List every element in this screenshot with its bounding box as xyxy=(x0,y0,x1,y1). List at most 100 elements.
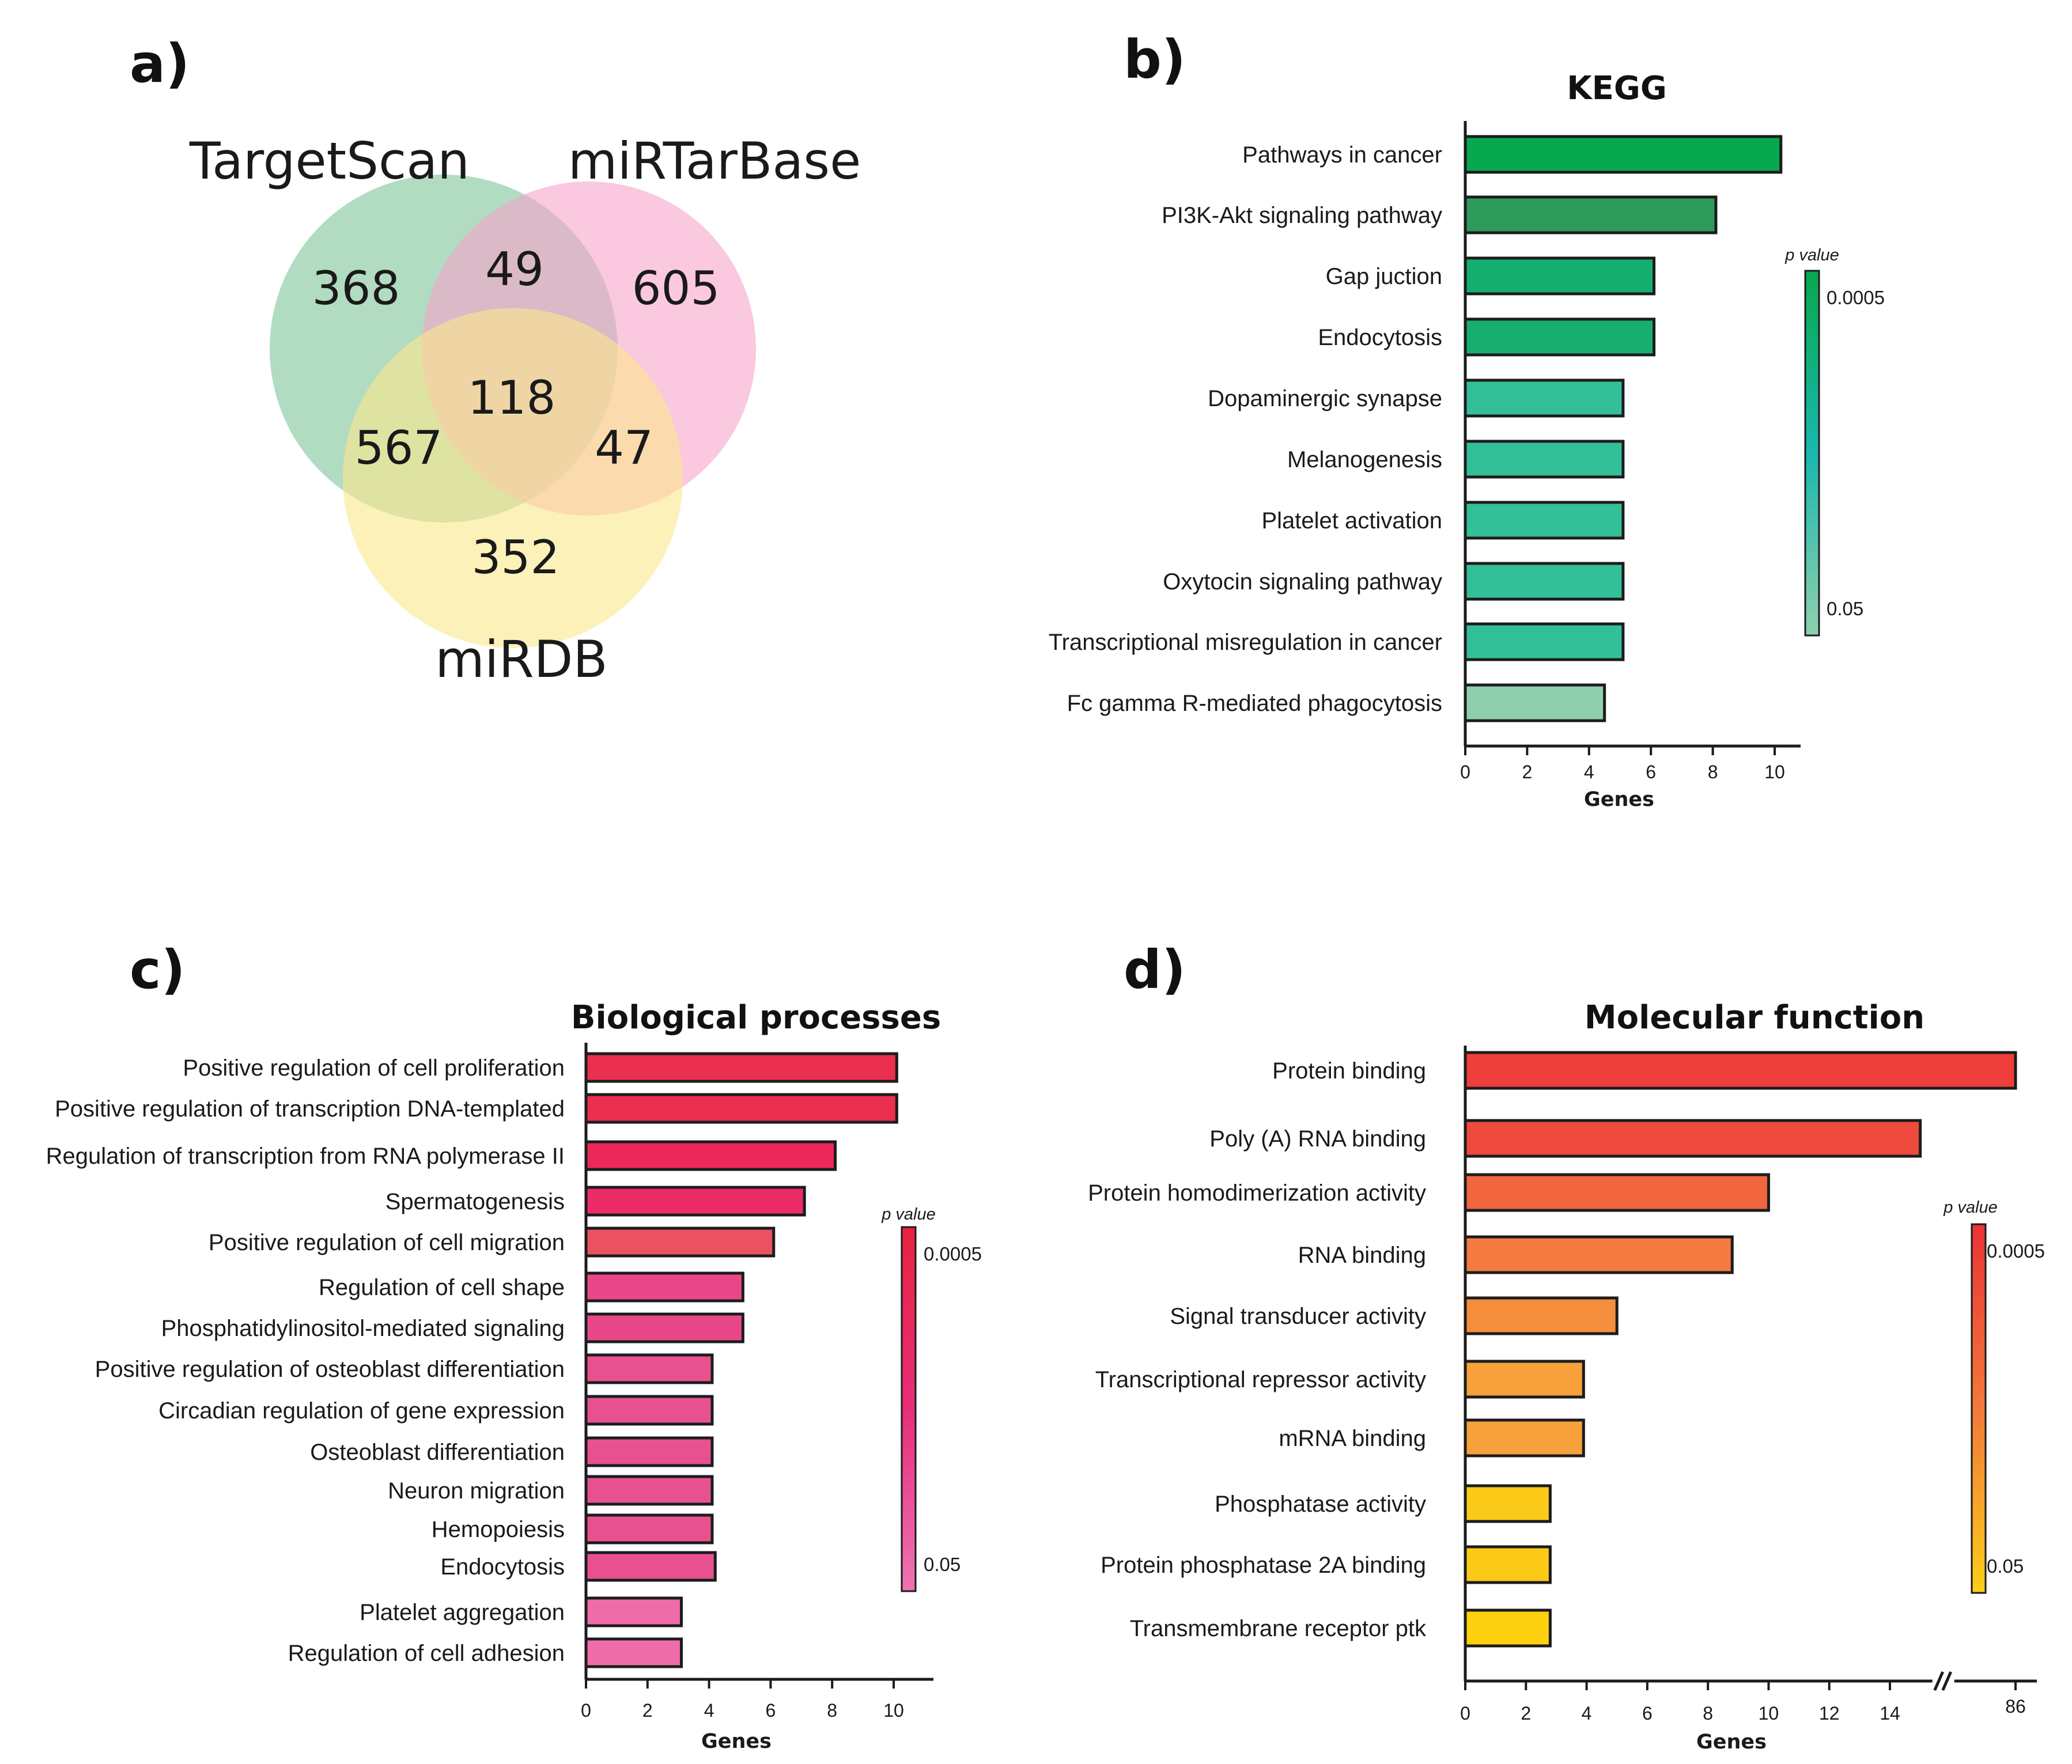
mf-bar xyxy=(1464,1296,1619,1335)
mf-category-label: Poly (A) RNA binding xyxy=(1209,1126,1426,1152)
panel-label-a: a) xyxy=(130,33,190,94)
bp-x-tick-label: 4 xyxy=(704,1700,714,1721)
kegg-legend-low-label: 0.05 xyxy=(1827,598,1863,619)
mf-category-label: Signal transducer activity xyxy=(1170,1304,1426,1329)
kegg-bar xyxy=(1464,135,1783,174)
kegg-bar xyxy=(1464,440,1625,479)
venn-circle-mirdb xyxy=(343,308,683,648)
bp-bar xyxy=(584,1052,898,1083)
bp-bar xyxy=(584,1637,683,1668)
bp-legend-title: p value xyxy=(881,1205,936,1224)
bp-x-tick-label: 2 xyxy=(642,1700,653,1721)
mf-x-tick-label: 4 xyxy=(1582,1703,1592,1724)
venn-count-mirdb-only: 352 xyxy=(472,531,560,584)
bp-category-label: Hemopoiesis xyxy=(432,1517,565,1542)
kegg-category-label: Pathways in cancer xyxy=(1242,142,1442,168)
venn-count-all-three: 118 xyxy=(468,371,556,425)
bp-bar xyxy=(584,1596,683,1627)
kegg-bar xyxy=(1464,256,1656,296)
bp-category-label: Positive regulation of cell migration xyxy=(209,1230,565,1255)
venn-count-targetscan-mirtarbase: 49 xyxy=(485,243,544,296)
bp-category-label: Positive regulation of transcription DNA… xyxy=(55,1096,565,1122)
mf-category-label: Protein binding xyxy=(1272,1058,1426,1084)
mf-bar xyxy=(1464,1235,1734,1274)
bp-chart-title: Biological processes xyxy=(571,999,941,1036)
venn-count-targetscan-mirdb: 567 xyxy=(355,421,443,475)
bp-category-label: Regulation of transcription from RNA pol… xyxy=(46,1144,565,1169)
mf-category-label: Protein phosphatase 2A binding xyxy=(1101,1553,1426,1578)
mf-bar xyxy=(1464,1173,1770,1212)
molecular-function-bar-chart: Molecular function Protein binding Poly (A… xyxy=(1088,999,2045,1754)
bp-category-label: Platelet aggregation xyxy=(360,1600,565,1625)
kegg-x-axis-label: Genes xyxy=(1584,788,1654,811)
mf-x-tick-label: 2 xyxy=(1521,1703,1531,1724)
mf-bar xyxy=(1464,1418,1585,1458)
mf-category-label: Protein homodimerization activity xyxy=(1088,1180,1426,1206)
bp-category-label: Osteoblast differentiation xyxy=(310,1440,565,1465)
bp-legend-high-label: 0.0005 xyxy=(924,1243,982,1265)
bp-bar xyxy=(584,1271,744,1303)
mf-x-tick-label: 8 xyxy=(1703,1703,1713,1724)
mf-bar xyxy=(1464,1545,1552,1584)
mf-chart-title: Molecular function xyxy=(1585,999,1924,1036)
kegg-bar xyxy=(1464,683,1606,722)
kegg-legend-title: p value xyxy=(1784,246,1839,264)
bp-x-tick-label: 6 xyxy=(766,1700,776,1721)
venn-label-mirtarbase: miRTarBase xyxy=(568,131,861,191)
kegg-x-tick-label: 0 xyxy=(1460,762,1470,782)
bp-bar xyxy=(584,1312,744,1343)
mf-category-label: Transmembrane receptor ptk xyxy=(1130,1616,1427,1641)
mf-legend-low-label: 0.05 xyxy=(1987,1555,2024,1577)
mf-x-tick-label: 6 xyxy=(1642,1703,1653,1724)
kegg-bar-chart: KEGG Pathways in cancer PI3K-Akt signaling… xyxy=(1049,70,1885,811)
bp-bar xyxy=(584,1353,714,1384)
mf-bar xyxy=(1464,1484,1552,1523)
bp-category-label: Phosphatidylinositol-mediated signaling xyxy=(161,1316,565,1341)
bp-bar xyxy=(584,1475,714,1506)
bp-category-label: Regulation of cell adhesion xyxy=(288,1641,565,1666)
biological-processes-bar-chart: Biological processes Positive regulation … xyxy=(46,999,982,1753)
kegg-category-label: Endocytosis xyxy=(1318,325,1442,350)
kegg-x-tick-label: 4 xyxy=(1584,762,1594,782)
kegg-bar xyxy=(1464,317,1656,357)
bp-bar xyxy=(584,1551,717,1582)
kegg-bar xyxy=(1464,378,1625,418)
bp-category-label: Endocytosis xyxy=(440,1554,565,1580)
bp-bar xyxy=(584,1395,714,1426)
kegg-chart-title: KEGG xyxy=(1567,70,1667,107)
bp-legend-low-label: 0.05 xyxy=(924,1554,961,1575)
mf-legend-title: p value xyxy=(1943,1198,1998,1217)
kegg-bar xyxy=(1464,622,1625,661)
kegg-x-tick-label: 8 xyxy=(1708,762,1718,782)
kegg-category-label: Platelet activation xyxy=(1261,508,1442,533)
bp-category-label: Positive regulation of osteoblast differ… xyxy=(95,1357,565,1382)
mf-bar xyxy=(1464,1051,2017,1090)
venn-count-mirtarbase-mirdb: 47 xyxy=(595,421,653,475)
mf-axis-break-mark xyxy=(1941,1671,1952,1691)
bp-category-label: Neuron migration xyxy=(388,1478,565,1504)
venn-count-targetscan-only: 368 xyxy=(312,262,400,315)
bp-x-tick-label: 0 xyxy=(581,1700,591,1721)
mf-bar xyxy=(1464,1608,1552,1648)
kegg-category-label: PI3K-Akt signaling pathway xyxy=(1162,203,1442,228)
mf-x-axis-label: Genes xyxy=(1696,1731,1767,1754)
mf-x-tick-label: 12 xyxy=(1819,1703,1840,1724)
kegg-bar xyxy=(1464,195,1718,234)
mf-x-tick-label-break: 86 xyxy=(2005,1696,2026,1717)
kegg-category-label: Oxytocin signaling pathway xyxy=(1163,569,1442,595)
mf-legend-high-label: 0.0005 xyxy=(1987,1240,2045,1262)
kegg-category-label: Transcriptional misregulation in cancer xyxy=(1049,630,1442,655)
mf-axis-break-mark xyxy=(1933,1671,1944,1691)
bp-category-label: Circadian regulation of gene expression xyxy=(158,1398,565,1424)
kegg-bar xyxy=(1464,562,1625,601)
kegg-legend-high-label: 0.0005 xyxy=(1827,287,1885,308)
venn-count-mirtarbase-only: 605 xyxy=(632,262,720,315)
mf-category-label: mRNA binding xyxy=(1279,1426,1426,1451)
venn-label-targetscan: TargetScan xyxy=(189,131,470,191)
bp-bar xyxy=(584,1513,714,1545)
mf-category-label: Transcriptional repressor activity xyxy=(1095,1367,1426,1392)
mf-x-tick-label: 10 xyxy=(1759,1703,1779,1724)
bp-bar xyxy=(584,1436,714,1467)
venn-diagram: TargetScan miRTarBase miRDB 368 49 605 1… xyxy=(189,131,861,689)
